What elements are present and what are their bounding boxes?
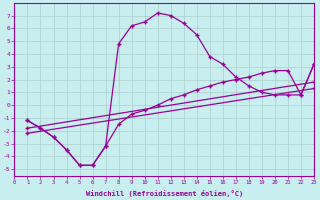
X-axis label: Windchill (Refroidissement éolien,°C): Windchill (Refroidissement éolien,°C): [85, 190, 243, 197]
